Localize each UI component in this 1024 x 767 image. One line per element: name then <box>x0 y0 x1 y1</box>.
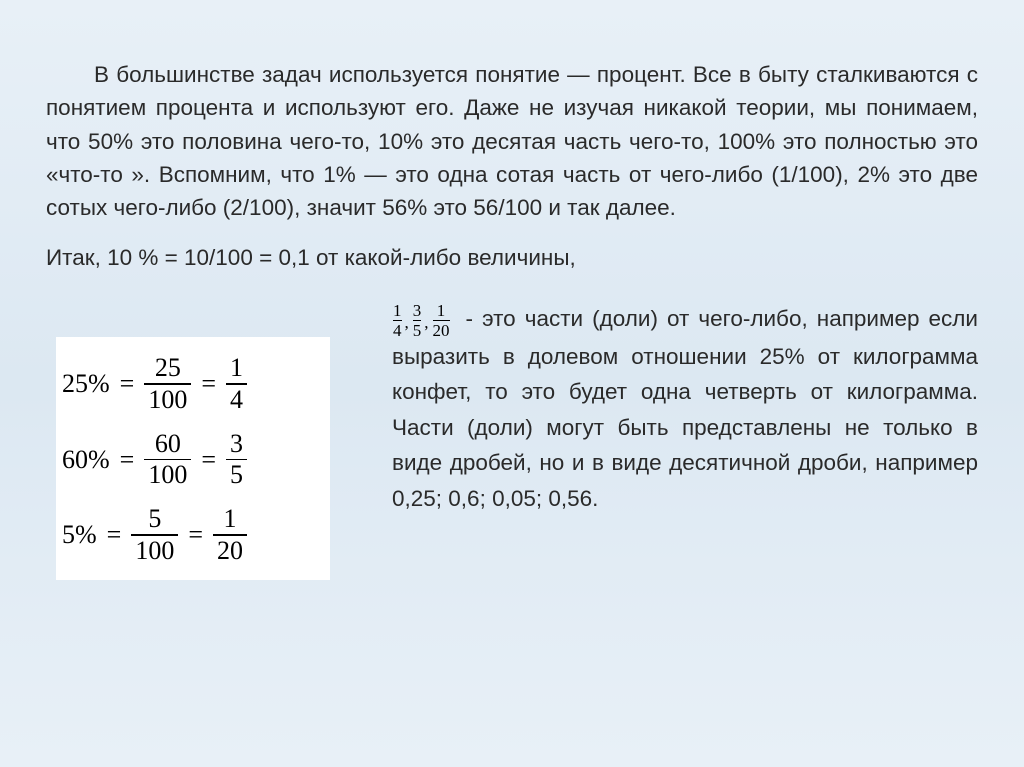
eq-lhs: 5% <box>62 520 97 550</box>
equals-sign: = <box>201 445 216 475</box>
equals-sign: = <box>107 520 122 550</box>
equals-sign: = <box>120 445 135 475</box>
equals-sign: = <box>120 369 135 399</box>
fraction-3-over-5: 3 5 <box>226 431 247 489</box>
inline-fraction-3-5: 3 5 <box>413 302 422 339</box>
equations-column: 25% = 25 100 = 1 4 60% <box>46 301 356 580</box>
explanation-paragraph: 1 4 , 3 5 , 1 20 - это части (доли) от ч… <box>392 301 978 516</box>
explanation-text: - это части (доли) от чего-либо, наприме… <box>392 306 978 511</box>
paragraph-summary: Итак, 10 % = 10/100 = 0,1 от какой-либо … <box>46 242 978 275</box>
eq-lhs: 60% <box>62 445 110 475</box>
equation-25-percent: 25% = 25 100 = 1 4 <box>62 355 320 413</box>
inline-fraction-list: 1 4 , 3 5 , 1 20 <box>392 302 451 339</box>
inline-fraction-1-4: 1 4 <box>393 302 402 339</box>
paragraph-intro: В большинстве задач используется понятие… <box>46 58 978 224</box>
fraction-25-over-100: 25 100 <box>144 355 191 413</box>
equals-sign: = <box>201 369 216 399</box>
equation-60-percent: 60% = 60 100 = 3 5 <box>62 431 320 489</box>
equation-5-percent: 5% = 5 100 = 1 20 <box>62 506 320 564</box>
inline-fraction-1-20: 1 20 <box>433 302 450 339</box>
fraction-1-over-20: 1 20 <box>213 506 247 564</box>
fraction-1-over-4: 1 4 <box>226 355 247 413</box>
equals-sign: = <box>188 520 203 550</box>
fraction-5-over-100: 5 100 <box>131 506 178 564</box>
content-row: 25% = 25 100 = 1 4 60% <box>46 301 978 580</box>
equation-box: 25% = 25 100 = 1 4 60% <box>56 337 330 580</box>
eq-lhs: 25% <box>62 369 110 399</box>
fraction-60-over-100: 60 100 <box>144 431 191 489</box>
